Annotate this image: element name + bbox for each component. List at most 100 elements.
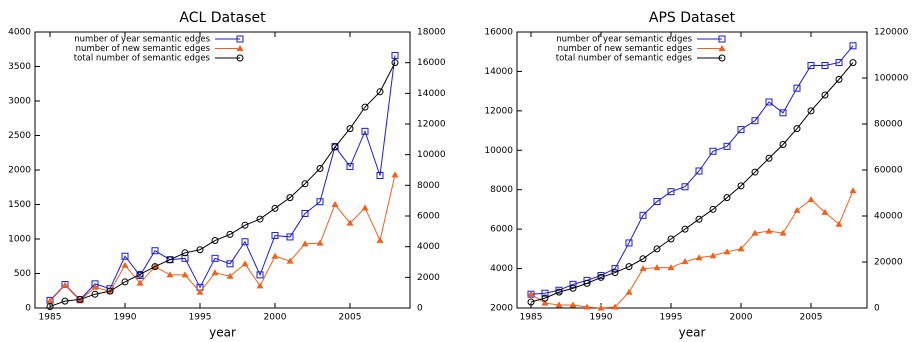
data-point [331,143,339,151]
y2-tick-label: 14000 [417,89,446,99]
data-point [211,254,219,262]
data-point [583,279,591,287]
data-point [226,260,234,268]
data-point [681,225,689,233]
y-tick-label: 8000 [490,185,513,195]
series-line [49,55,396,301]
data-point [611,303,619,310]
y-tick-label: 14000 [484,67,513,77]
legend-marker [718,54,726,62]
data-point [723,142,731,150]
y-tick-label: 4000 [8,28,31,38]
data-point [751,117,759,125]
data-point [391,171,399,178]
data-point [765,154,773,162]
x-tick-label: 2000 [730,313,753,323]
data-point [723,248,731,255]
legend-label: total number of semantic edges [556,54,693,64]
data-point [376,88,384,96]
data-point [106,287,114,295]
x-tick-label: 2005 [800,313,823,323]
y-tick-label: 6000 [490,225,513,235]
data-point [681,258,689,265]
data-point [211,269,219,276]
data-point [256,271,264,279]
y-tick-label: 500 [14,269,31,279]
data-point [541,299,549,306]
data-point [91,283,99,290]
data-point [166,271,174,278]
series-line [530,190,854,309]
data-point [46,297,54,304]
data-point [849,59,857,67]
series-line [530,62,854,303]
data-point [196,288,204,295]
data-point [391,59,399,67]
y-tick-label: 1500 [8,200,31,210]
data-point [597,304,605,311]
y-tick-label: 2000 [490,304,513,314]
data-point [376,236,384,243]
y-tick-label: 1000 [8,235,31,245]
chart-title: APS Dataset [649,10,736,26]
data-point [91,290,99,298]
x-tick-label: 1990 [114,313,137,323]
legend-label: number of new semantic edges [76,44,211,54]
data-point [286,233,294,241]
legend-marker [718,45,726,51]
data-point [737,182,745,190]
y-tick-label: 2500 [8,131,31,141]
data-point [151,247,159,255]
data-point [709,252,717,259]
data-point [737,245,745,252]
data-point [256,282,264,289]
data-point [316,239,324,246]
data-point [793,84,801,92]
data-point [61,281,69,288]
data-point [541,294,549,302]
data-point [695,167,703,175]
data-point [76,295,84,303]
y2-tick-label: 80000 [874,120,903,130]
data-point [779,109,787,117]
data-point [331,201,339,207]
data-point [625,263,633,271]
y-tick-label: 10000 [484,146,513,156]
data-point [667,188,675,196]
data-point [555,286,563,294]
series-line [49,62,396,307]
chart-title: ACL Dataset [179,10,266,26]
data-point [569,280,577,288]
data-point [527,290,535,297]
data-point [121,252,129,260]
data-point [61,297,69,305]
y2-tick-label: 0 [874,304,880,314]
data-point [807,62,815,70]
data-point [136,270,144,278]
data-point [196,246,204,254]
x-tick-label: 2000 [264,313,287,323]
data-point [611,265,619,273]
data-point [779,229,787,236]
data-point [611,269,619,277]
x-tick-label: 1995 [189,313,212,323]
y2-tick-label: 2000 [417,273,440,283]
x-tick-label: 1985 [520,313,543,323]
y2-tick-label: 6000 [417,212,440,222]
x-axis-label: year [679,326,706,340]
y2-tick-label: 20000 [874,258,903,268]
data-point [751,168,759,176]
data-point [653,245,661,253]
plot-frame [516,31,868,309]
legend-marker [236,54,244,62]
x-tick-label: 1995 [660,313,683,323]
data-point [821,91,829,99]
y2-tick-label: 12000 [417,120,446,130]
y2-tick-label: 4000 [417,242,440,252]
data-point [625,239,633,247]
data-point [121,261,129,268]
y-tick-label: 4000 [490,264,513,274]
data-point [555,301,563,308]
data-point [667,235,675,243]
y-tick-label: 3500 [8,62,31,72]
